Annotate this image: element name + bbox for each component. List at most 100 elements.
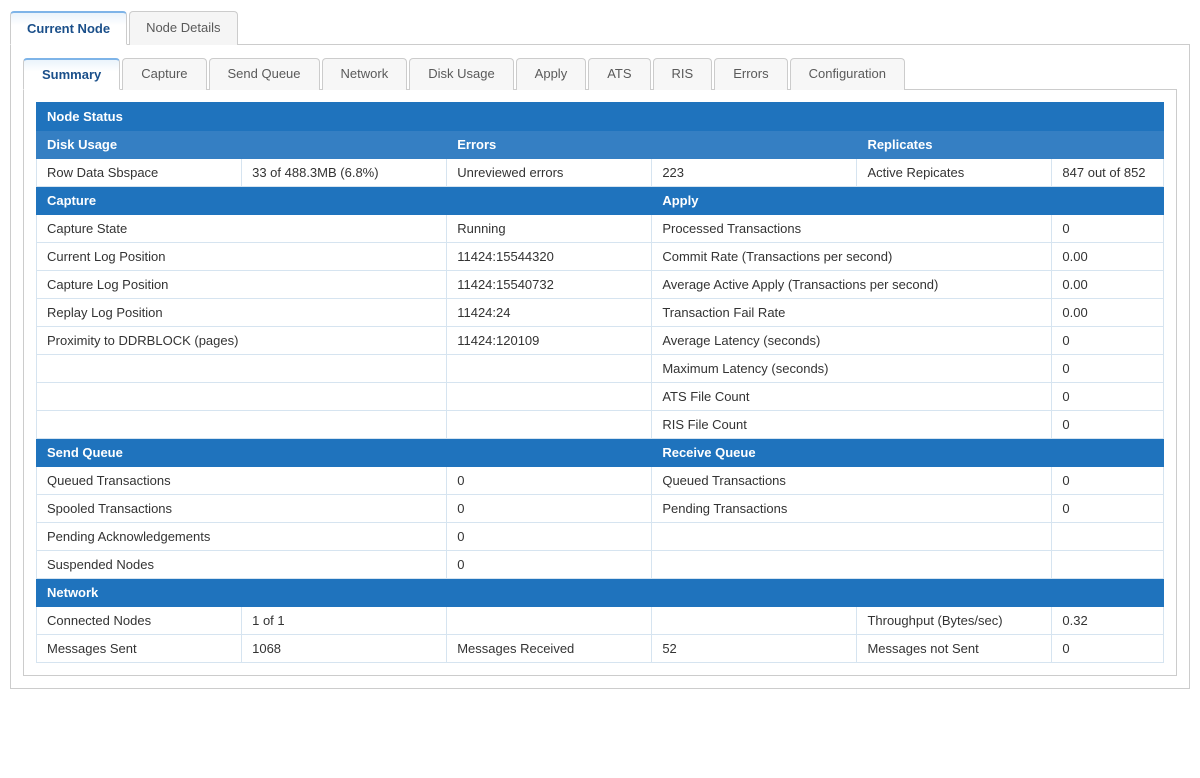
cell-label: Current Log Position [37, 243, 447, 271]
table-row: Capture State Running Processed Transact… [37, 215, 1164, 243]
cell-empty [447, 411, 652, 439]
cell-empty [37, 411, 447, 439]
cell-label: Row Data Sbspace [37, 159, 242, 187]
cell-value: 0.32 [1052, 607, 1164, 635]
section-header-apply: Apply [652, 187, 1164, 215]
cell-value: 847 out of 852 [1052, 159, 1164, 187]
cell-empty [447, 383, 652, 411]
cell-value: 0.00 [1052, 271, 1164, 299]
cell-label: Queued Transactions [37, 467, 447, 495]
cell-value: Running [447, 215, 652, 243]
table-row: Node Status [37, 103, 1164, 131]
cell-value: 11424:120109 [447, 327, 652, 355]
cell-empty [447, 607, 652, 635]
table-row: Suspended Nodes 0 [37, 551, 1164, 579]
table-row: Disk Usage Errors Replicates [37, 131, 1164, 159]
cell-empty [652, 551, 1052, 579]
cell-value: 1 of 1 [242, 607, 447, 635]
cell-value: 0 [1052, 383, 1164, 411]
cell-value: 0 [447, 495, 652, 523]
section-header-receive-queue: Receive Queue [652, 439, 1164, 467]
cell-value: 11424:24 [447, 299, 652, 327]
table-row: Proximity to DDRBLOCK (pages) 11424:1201… [37, 327, 1164, 355]
outer-tab-node-details[interactable]: Node Details [129, 11, 237, 45]
cell-label: Queued Transactions [652, 467, 1052, 495]
section-header-network: Network [37, 579, 1164, 607]
table-row: Connected Nodes 1 of 1 Throughput (Bytes… [37, 607, 1164, 635]
outer-tab-current-node[interactable]: Current Node [10, 11, 127, 45]
table-row: ATS File Count 0 [37, 383, 1164, 411]
cell-value: 0 [1052, 635, 1164, 663]
cell-label: Processed Transactions [652, 215, 1052, 243]
table-row: Pending Acknowledgements 0 [37, 523, 1164, 551]
cell-label: Maximum Latency (seconds) [652, 355, 1052, 383]
cell-empty [37, 383, 447, 411]
cell-label: Messages not Sent [857, 635, 1052, 663]
inner-tab-errors[interactable]: Errors [714, 58, 787, 90]
inner-tab-network[interactable]: Network [322, 58, 408, 90]
cell-label: Transaction Fail Rate [652, 299, 1052, 327]
outer-panel: SummaryCaptureSend QueueNetworkDisk Usag… [10, 45, 1190, 689]
inner-tab-capture[interactable]: Capture [122, 58, 206, 90]
cell-label: ATS File Count [652, 383, 1052, 411]
cell-value: 0.00 [1052, 299, 1164, 327]
cell-label: Capture State [37, 215, 447, 243]
summary-panel: Node Status Disk Usage Errors Replicates… [23, 90, 1177, 676]
cell-label: Messages Received [447, 635, 652, 663]
cell-value: 0.00 [1052, 243, 1164, 271]
table-row: Replay Log Position 11424:24 Transaction… [37, 299, 1164, 327]
table-row: RIS File Count 0 [37, 411, 1164, 439]
cell-empty [37, 355, 447, 383]
cell-value: 0 [1052, 495, 1164, 523]
cell-label: Capture Log Position [37, 271, 447, 299]
table-row: Row Data Sbspace 33 of 488.3MB (6.8%) Un… [37, 159, 1164, 187]
section-header-capture: Capture [37, 187, 652, 215]
cell-value: 0 [447, 467, 652, 495]
cell-label: Pending Transactions [652, 495, 1052, 523]
inner-tab-configuration[interactable]: Configuration [790, 58, 905, 90]
inner-tab-disk-usage[interactable]: Disk Usage [409, 58, 513, 90]
cell-label: Proximity to DDRBLOCK (pages) [37, 327, 447, 355]
cell-label: Pending Acknowledgements [37, 523, 447, 551]
cell-value: 223 [652, 159, 857, 187]
cell-empty [447, 355, 652, 383]
cell-label: Active Repicates [857, 159, 1052, 187]
cell-label: Replay Log Position [37, 299, 447, 327]
table-row: Network [37, 579, 1164, 607]
cell-empty [652, 607, 857, 635]
subheader-disk-usage: Disk Usage [37, 131, 447, 159]
outer-tab-bar: Current NodeNode Details [10, 10, 1190, 45]
table-row: Spooled Transactions 0 Pending Transacti… [37, 495, 1164, 523]
table-row: Send Queue Receive Queue [37, 439, 1164, 467]
cell-empty [1052, 523, 1164, 551]
cell-value: 0 [447, 523, 652, 551]
cell-value: 33 of 488.3MB (6.8%) [242, 159, 447, 187]
subheader-replicates: Replicates [857, 131, 1164, 159]
cell-value: 11424:15544320 [447, 243, 652, 271]
inner-tab-ris[interactable]: RIS [653, 58, 713, 90]
cell-value: 0 [1052, 215, 1164, 243]
cell-label: RIS File Count [652, 411, 1052, 439]
subheader-errors: Errors [447, 131, 857, 159]
inner-tab-bar: SummaryCaptureSend QueueNetworkDisk Usag… [23, 57, 1177, 90]
cell-label: Spooled Transactions [37, 495, 447, 523]
inner-tab-summary[interactable]: Summary [23, 58, 120, 90]
cell-value: 0 [1052, 355, 1164, 383]
cell-value: 0 [1052, 327, 1164, 355]
cell-label: Messages Sent [37, 635, 242, 663]
inner-tab-send-queue[interactable]: Send Queue [209, 58, 320, 90]
cell-value: 0 [1052, 411, 1164, 439]
table-row: Capture Log Position 11424:15540732 Aver… [37, 271, 1164, 299]
table-row: Capture Apply [37, 187, 1164, 215]
section-header-node-status: Node Status [37, 103, 1164, 131]
cell-label: Connected Nodes [37, 607, 242, 635]
cell-value: 11424:15540732 [447, 271, 652, 299]
cell-label: Commit Rate (Transactions per second) [652, 243, 1052, 271]
inner-tab-apply[interactable]: Apply [516, 58, 587, 90]
cell-label: Average Active Apply (Transactions per s… [652, 271, 1052, 299]
table-row: Maximum Latency (seconds) 0 [37, 355, 1164, 383]
cell-label: Unreviewed errors [447, 159, 652, 187]
cell-value: 0 [1052, 467, 1164, 495]
cell-value: 1068 [242, 635, 447, 663]
inner-tab-ats[interactable]: ATS [588, 58, 650, 90]
